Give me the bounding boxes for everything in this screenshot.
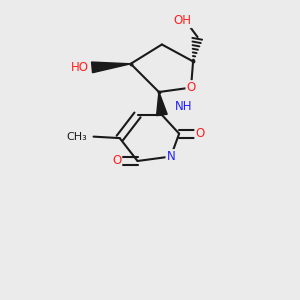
Text: OH: OH (173, 14, 191, 27)
Text: CH₃: CH₃ (67, 132, 88, 142)
Text: O: O (195, 127, 205, 140)
Text: N: N (167, 150, 175, 163)
Text: O: O (186, 81, 196, 94)
Polygon shape (157, 92, 167, 116)
Text: O: O (112, 154, 121, 167)
Text: NH: NH (175, 100, 193, 112)
Polygon shape (92, 62, 131, 73)
Text: HO: HO (71, 61, 89, 74)
